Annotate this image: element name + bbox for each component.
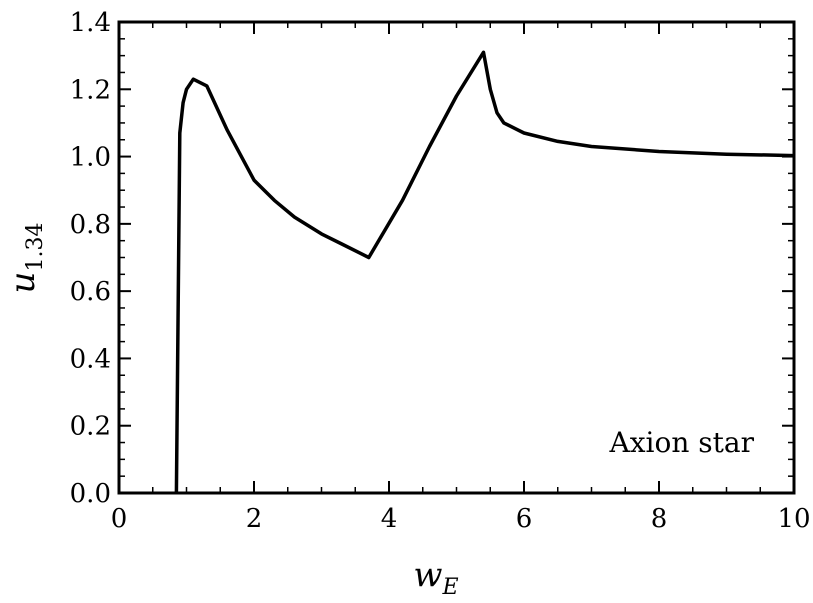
x-axis-title: wE: [413, 555, 458, 600]
y-axis-title-main: u: [3, 272, 43, 294]
y-axis-title-sub: 1.34: [23, 223, 48, 272]
y-tick-label: 0.2: [70, 412, 111, 442]
series-line: [174, 50, 795, 494]
tick-labels-layer: 0 2 4 6 8 10 0.0 0.2 0.4 0.6 0.8 1.0 1.2 1.4: [70, 8, 811, 534]
plot-frame: [117, 20, 796, 495]
y-tick-label: 0.6: [70, 277, 111, 307]
y-tick-label: 1.4: [70, 8, 111, 38]
x-tick-label: 2: [246, 504, 263, 534]
x-tick-label: 0: [111, 504, 128, 534]
y-tick-label: 1.0: [70, 143, 111, 173]
y-tick-label: 0.8: [70, 210, 111, 240]
x-tick-label: 4: [381, 504, 398, 534]
x-tick-label: 10: [777, 504, 810, 534]
y-tick-label: 1.2: [70, 75, 111, 105]
annotation-label: Axion star: [609, 426, 755, 459]
y-tick-label: 0.0: [70, 479, 111, 509]
x-axis-title-main: w: [413, 555, 442, 595]
series-layer: [174, 50, 795, 494]
y-axis-title: u1.34: [3, 223, 48, 294]
x-tick-label: 8: [651, 504, 668, 534]
ticks-layer: [118, 21, 795, 494]
x-tick-label: 6: [516, 504, 533, 534]
y-tick-label: 0.4: [70, 344, 111, 374]
x-axis-title-sub: E: [442, 575, 459, 600]
